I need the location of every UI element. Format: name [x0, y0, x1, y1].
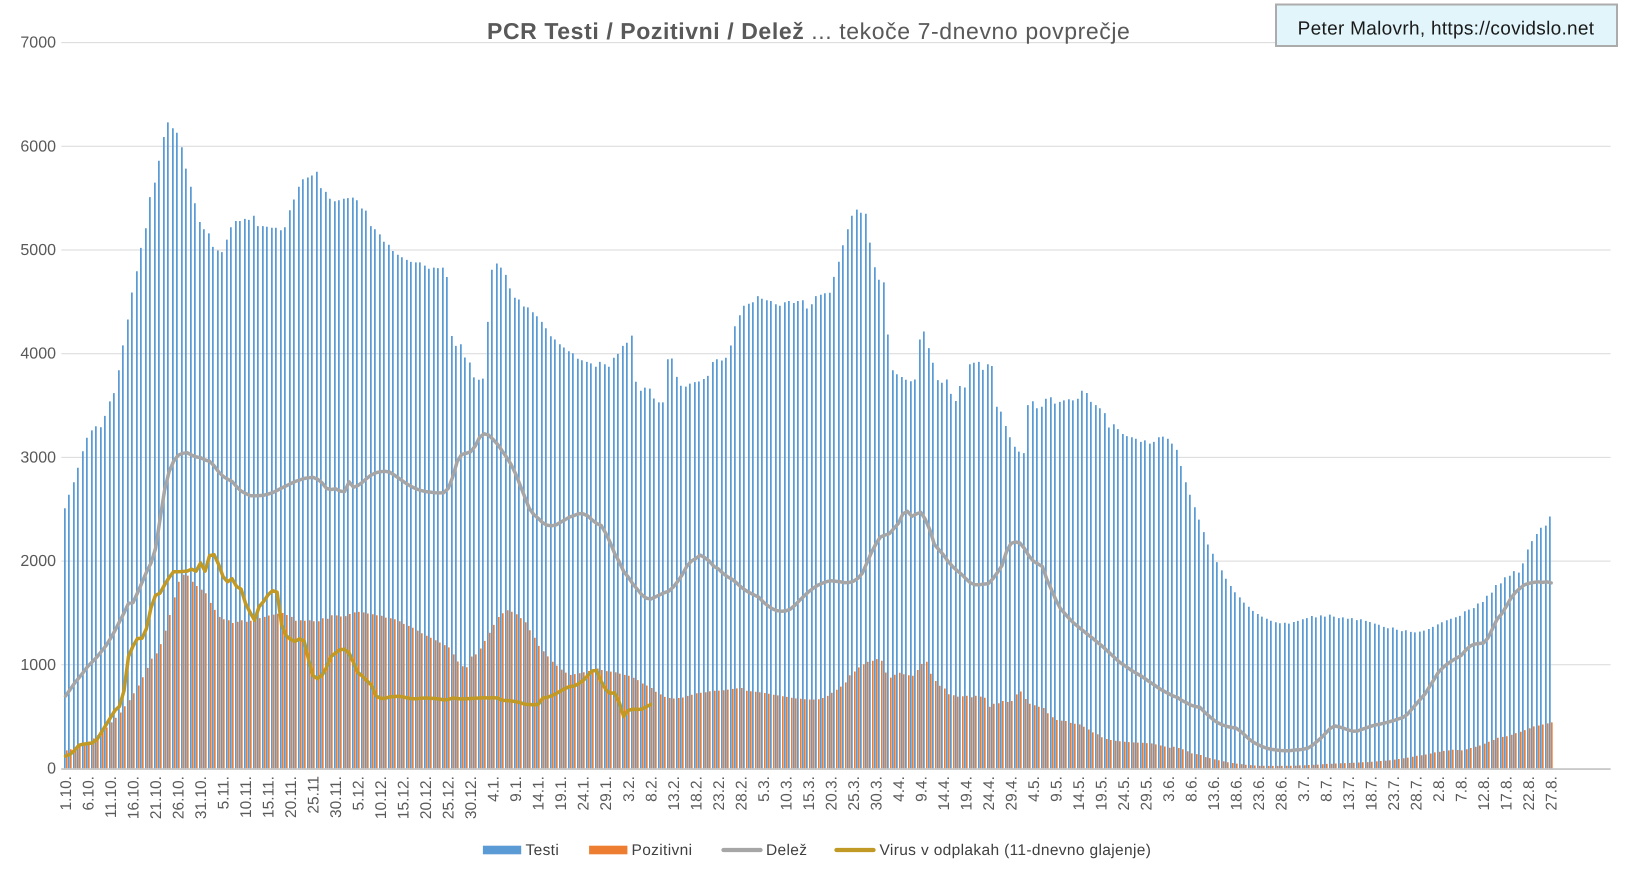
- svg-text:25.12.: 25.12.: [441, 776, 458, 819]
- svg-text:27.8.: 27.8.: [1544, 776, 1561, 810]
- svg-text:30.12.: 30.12.: [463, 776, 480, 819]
- svg-text:22.8.: 22.8.: [1521, 776, 1538, 810]
- svg-text:2000: 2000: [20, 553, 56, 570]
- svg-text:13.7.: 13.7.: [1341, 776, 1358, 810]
- svg-text:28.7.: 28.7.: [1409, 776, 1426, 810]
- svg-text:3.7.: 3.7.: [1296, 776, 1313, 802]
- svg-text:13.2.: 13.2.: [666, 776, 683, 810]
- svg-text:14.4.: 14.4.: [936, 776, 953, 810]
- svg-text:Testi: Testi: [526, 842, 560, 859]
- svg-text:Peter Malovrh, https://covidsl: Peter Malovrh, https://covidslo.net: [1298, 19, 1595, 40]
- svg-text:21.10.: 21.10.: [148, 776, 165, 819]
- svg-text:6.10.: 6.10.: [81, 776, 98, 810]
- svg-text:24.5.: 24.5.: [1116, 776, 1133, 810]
- svg-text:31.10.: 31.10.: [193, 776, 210, 819]
- svg-text:1.10.: 1.10.: [58, 776, 75, 810]
- svg-text:10.11.: 10.11.: [238, 776, 255, 818]
- svg-text:Virus v odplakah (11-dnevno gl: Virus v odplakah (11-dnevno glajenje): [880, 842, 1152, 859]
- svg-text:23.2.: 23.2.: [711, 776, 728, 810]
- svg-text:29.5.: 29.5.: [1139, 776, 1156, 810]
- svg-text:0: 0: [47, 761, 56, 778]
- svg-text:18.6.: 18.6.: [1229, 776, 1246, 810]
- svg-text:20.11.: 20.11.: [283, 776, 300, 818]
- svg-text:6000: 6000: [20, 138, 56, 155]
- svg-text:Pozitivni: Pozitivni: [632, 842, 693, 859]
- svg-text:5.11.: 5.11.: [216, 776, 233, 809]
- svg-text:3000: 3000: [20, 449, 56, 466]
- svg-text:14.5.: 14.5.: [1071, 776, 1088, 810]
- svg-text:29.1.: 29.1.: [598, 776, 615, 810]
- svg-text:4.5.: 4.5.: [1026, 776, 1043, 802]
- svg-text:10.3.: 10.3.: [778, 776, 795, 810]
- svg-text:7000: 7000: [20, 35, 56, 52]
- svg-text:12.8.: 12.8.: [1476, 776, 1493, 810]
- svg-text:24.1.: 24.1.: [576, 776, 593, 810]
- svg-text:4000: 4000: [20, 346, 56, 363]
- svg-text:29.4.: 29.4.: [1003, 776, 1020, 810]
- svg-text:15.3.: 15.3.: [801, 776, 818, 810]
- svg-text:30.3.: 30.3.: [868, 776, 885, 810]
- svg-text:23.6.: 23.6.: [1251, 776, 1268, 810]
- svg-text:8.6.: 8.6.: [1184, 776, 1201, 802]
- svg-text:15.12.: 15.12.: [396, 776, 413, 819]
- svg-text:7.8.: 7.8.: [1454, 776, 1471, 802]
- svg-text:26.10.: 26.10.: [171, 776, 188, 819]
- svg-text:5000: 5000: [20, 242, 56, 259]
- svg-text:25.3.: 25.3.: [846, 776, 863, 810]
- svg-text:20.3.: 20.3.: [823, 776, 840, 810]
- svg-text:3.6.: 3.6.: [1161, 776, 1178, 802]
- svg-text:2.8.: 2.8.: [1431, 776, 1448, 802]
- svg-text:18.7.: 18.7.: [1364, 776, 1381, 810]
- svg-text:1000: 1000: [20, 657, 56, 674]
- svg-text:PCR Testi / Pozitivni / Delež: PCR Testi / Pozitivni / Delež ... tekoče…: [487, 18, 1130, 44]
- svg-text:30.11.: 30.11.: [328, 776, 345, 818]
- svg-text:5.3.: 5.3.: [756, 776, 773, 802]
- svg-text:4.1.: 4.1.: [486, 776, 503, 802]
- svg-text:9.1.: 9.1.: [508, 776, 525, 802]
- svg-text:16.10.: 16.10.: [126, 776, 143, 819]
- svg-text:28.2.: 28.2.: [733, 776, 750, 810]
- svg-text:Delež: Delež: [766, 842, 807, 859]
- svg-text:9.4.: 9.4.: [913, 776, 930, 802]
- svg-text:5.12.: 5.12.: [351, 776, 368, 810]
- svg-text:8.2.: 8.2.: [643, 776, 660, 802]
- svg-text:28.6.: 28.6.: [1274, 776, 1291, 810]
- svg-text:25.11: 25.11: [306, 776, 323, 814]
- svg-text:10.12.: 10.12.: [373, 776, 390, 819]
- svg-text:8.7.: 8.7.: [1319, 776, 1336, 802]
- svg-text:20.12.: 20.12.: [418, 776, 435, 819]
- svg-text:19.1.: 19.1.: [553, 776, 570, 810]
- svg-text:9.5.: 9.5.: [1048, 776, 1065, 802]
- svg-text:11.10.: 11.10.: [103, 776, 120, 818]
- svg-text:23.7.: 23.7.: [1386, 776, 1403, 810]
- svg-text:19.5.: 19.5.: [1094, 776, 1111, 810]
- svg-text:17.8.: 17.8.: [1499, 776, 1516, 810]
- svg-text:18.2.: 18.2.: [688, 776, 705, 810]
- svg-text:19.4.: 19.4.: [958, 776, 975, 810]
- svg-text:15.11.: 15.11.: [261, 776, 278, 818]
- svg-text:14.1.: 14.1.: [531, 776, 548, 810]
- svg-text:13.6.: 13.6.: [1206, 776, 1223, 810]
- svg-text:24.4.: 24.4.: [981, 776, 998, 810]
- svg-text:3.2.: 3.2.: [621, 776, 638, 802]
- svg-text:4.4.: 4.4.: [891, 776, 908, 802]
